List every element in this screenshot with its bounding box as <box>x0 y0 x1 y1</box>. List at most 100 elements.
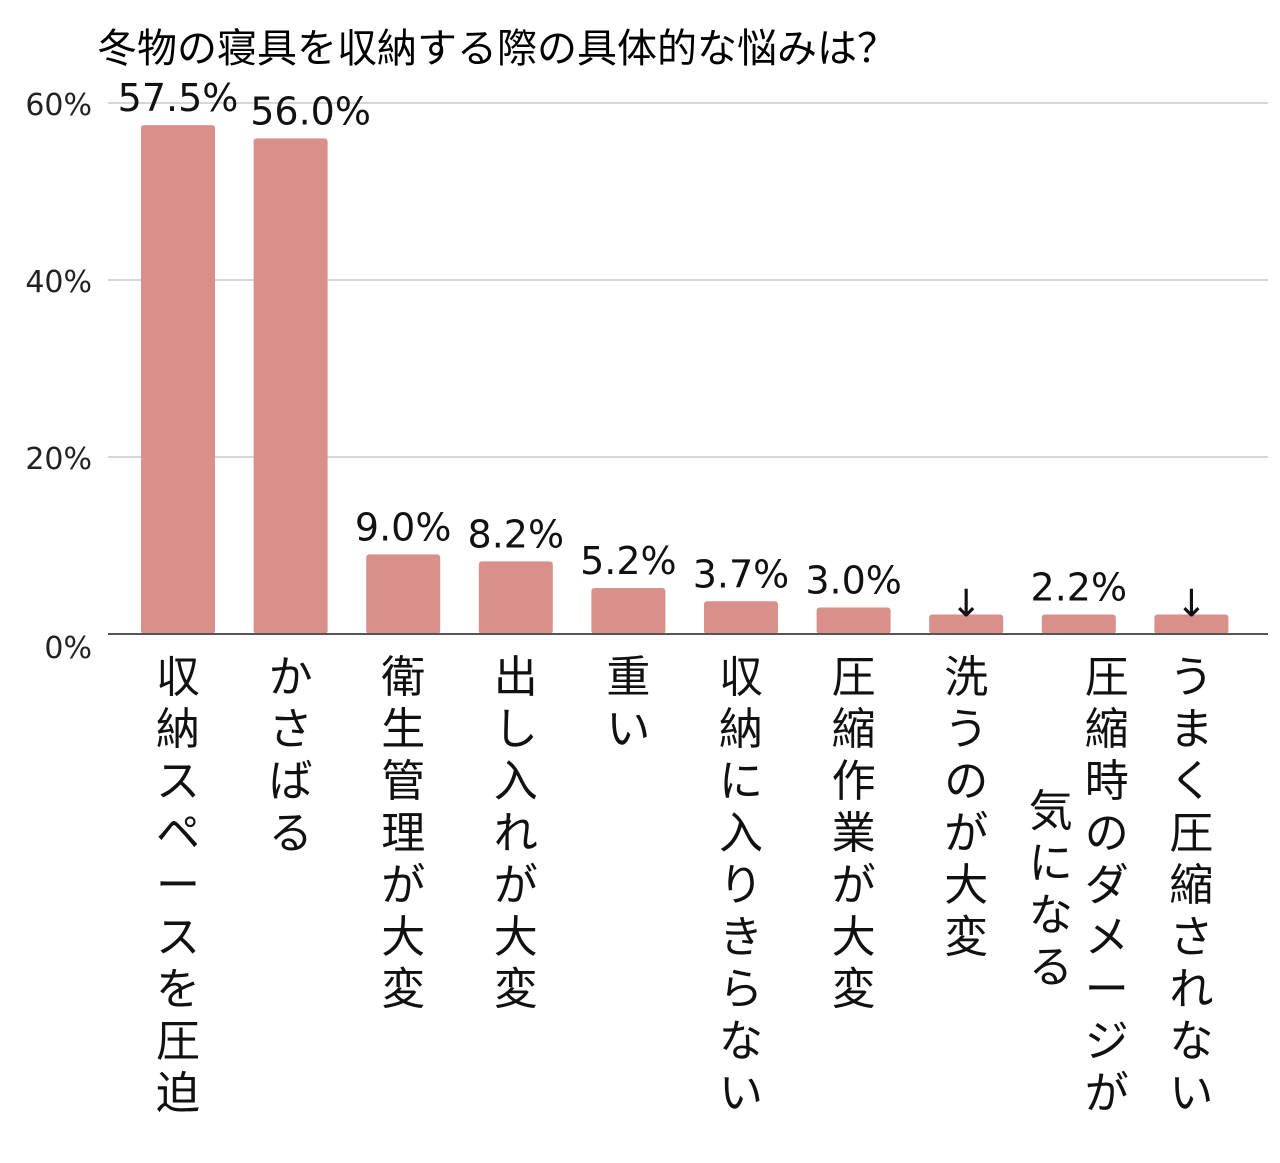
category-char: に <box>719 756 763 807</box>
category-char: メ <box>1085 912 1129 963</box>
category-char: 大 <box>494 912 538 963</box>
category-char: 入 <box>719 808 763 859</box>
data-label: 9.0% <box>355 505 452 549</box>
category-char: 変 <box>381 964 425 1015</box>
category-char: が <box>494 860 538 911</box>
category-char: い <box>719 1068 763 1119</box>
bar <box>253 138 328 634</box>
category-char: う <box>1169 652 1213 703</box>
category-char: 変 <box>832 964 876 1015</box>
category-char: 圧 <box>832 652 876 703</box>
category-char: か <box>269 652 313 703</box>
category-char: 生 <box>381 704 425 755</box>
data-label: 2.2% <box>1031 566 1128 610</box>
category-char: が <box>381 860 425 911</box>
category-char: が <box>944 808 988 859</box>
category-char: 納 <box>156 704 200 755</box>
category-char: り <box>719 860 763 911</box>
category-char: ー <box>156 860 200 911</box>
category-char: 変 <box>494 964 538 1015</box>
category-char: 衛 <box>381 652 425 703</box>
category-char: ペ <box>156 808 200 859</box>
category-char: な <box>719 1016 763 1067</box>
category-char: 収 <box>719 652 763 703</box>
category-labels: 収納スペースを圧迫かさばる衛生管理が大変出し入れが大変重い収納に入りきらない圧縮… <box>156 652 1213 1119</box>
category-char: ダ <box>1085 860 1129 911</box>
category-char: ら <box>719 964 763 1015</box>
data-label: 3.7% <box>693 552 790 596</box>
category-char: く <box>1169 756 1213 807</box>
category-char: さ <box>1169 912 1213 963</box>
category-char: 圧 <box>1085 652 1129 703</box>
bar <box>591 587 666 634</box>
bar <box>929 614 1004 634</box>
data-label: 3.0% <box>805 558 902 602</box>
category-label: 重い <box>606 652 650 755</box>
data-label: 8.2% <box>468 512 565 556</box>
chart-title: 冬物の寝具を収納する際の具体的な悩みは？ <box>97 26 897 72</box>
category-char: 縮 <box>832 704 876 755</box>
category-char: る <box>1029 942 1073 993</box>
category-char: 気 <box>1029 786 1073 837</box>
category-char: れ <box>1169 964 1213 1015</box>
category-char: 業 <box>832 808 876 859</box>
y-tick-label: 60% <box>25 88 92 123</box>
bar <box>816 607 891 634</box>
category-char: が <box>1085 1068 1129 1119</box>
y-tick-label: 20% <box>25 442 92 477</box>
bars <box>141 125 1229 634</box>
category-char: 大 <box>944 860 988 911</box>
data-labels: 57.5% 56.0% 9.0% 8.2% 5.2% 3.7% 3.0% ↓ 2.2% ↓ <box>118 76 1208 625</box>
category-char: 理 <box>381 808 425 859</box>
category-char: ジ <box>1085 1016 1129 1067</box>
category-char: が <box>832 860 876 911</box>
category-char: ー <box>1085 964 1129 1015</box>
category-char: 迫 <box>156 1068 200 1119</box>
category-char: 変 <box>944 912 988 963</box>
arrow-icon: ↓ <box>1175 582 1207 626</box>
category-char: ス <box>156 756 200 807</box>
category-char: 重 <box>606 652 650 703</box>
category-char: の <box>944 756 988 807</box>
category-char: き <box>719 912 763 963</box>
category-char: な <box>1029 890 1073 941</box>
bar <box>704 601 778 634</box>
category-char: う <box>944 704 988 755</box>
y-tick-label: 0% <box>44 631 92 666</box>
category-char: い <box>606 704 650 755</box>
arrow-icon: ↓ <box>950 582 982 626</box>
data-label: 57.5% <box>118 76 239 120</box>
data-label: 5.2% <box>580 539 677 583</box>
category-char: る <box>269 808 313 859</box>
category-char: ま <box>1169 704 1213 755</box>
category-char: 作 <box>832 756 876 807</box>
y-tick-label: 40% <box>25 265 92 300</box>
category-char: 時 <box>1085 756 1129 807</box>
category-char: の <box>1085 808 1129 859</box>
y-axis-ticks: 0% 20% 40% 60% <box>25 88 92 666</box>
category-char: 管 <box>381 756 425 807</box>
category-char: 納 <box>719 704 763 755</box>
bar <box>1041 614 1116 634</box>
category-char: ば <box>269 756 313 807</box>
category-char: 収 <box>156 652 200 703</box>
category-char: 縮 <box>1169 860 1213 911</box>
category-char: れ <box>494 808 538 859</box>
category-char: 圧 <box>1169 808 1213 859</box>
category-char: さ <box>269 704 313 755</box>
category-char: を <box>156 964 200 1015</box>
category-char: な <box>1169 1016 1213 1067</box>
category-char: 大 <box>832 912 876 963</box>
bar <box>1154 614 1229 634</box>
category-char: に <box>1029 838 1073 889</box>
category-char: 出 <box>494 652 538 703</box>
